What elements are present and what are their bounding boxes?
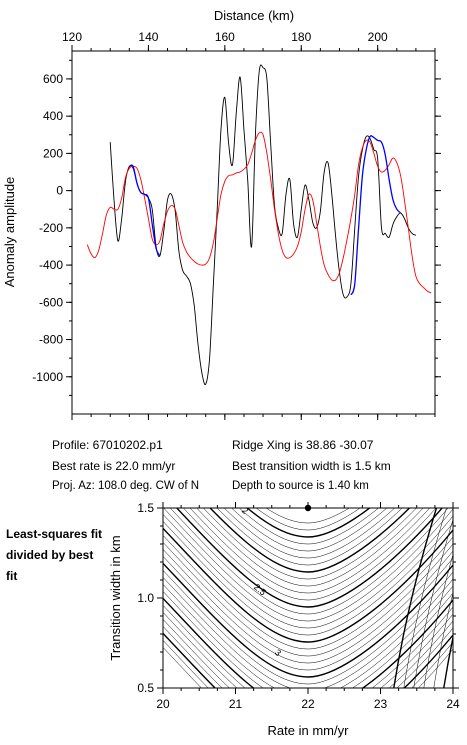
contour-line-minor	[169, 508, 449, 615]
contour-line-minor	[163, 605, 453, 688]
y-tick-label: -600	[39, 295, 63, 309]
contour-line-minor	[163, 640, 453, 688]
depth-to-source-text: Depth to source is 1.40 km	[232, 480, 369, 492]
y-tick-label: 600	[43, 72, 63, 86]
anomaly-ticks: 120 140 160 180 200 600 400 200 0 -200 -400 -600 -80…	[32, 30, 441, 420]
contour-line-minor	[163, 584, 453, 688]
contour-line-major	[246, 508, 371, 538]
misfit-note: Least-squares fit divided by best fit	[6, 527, 103, 583]
best-rate-text: Best rate is 22.0 mm/yr	[52, 459, 176, 473]
y-tick-label: -1000	[32, 370, 63, 384]
width-tick-label: 0.5	[137, 681, 154, 695]
misfit-contour-chart: 20 21 22 23 241.51.00.5 22.53 Rate in mm/yr …	[108, 501, 467, 738]
fitted-segment-line	[129, 164, 161, 257]
contour-line-minor	[223, 508, 396, 559]
contour-line-minor	[403, 508, 447, 688]
anomaly-plot-frame	[71, 50, 436, 415]
y-tick-label: 200	[43, 146, 63, 160]
contour-line-major	[163, 527, 453, 643]
contour-line-minor	[163, 570, 453, 685]
contour-line-minor	[238, 508, 379, 545]
width-tick-label: 1.5	[137, 501, 154, 515]
fitted-segment-line	[350, 135, 402, 296]
y-tick-label: -200	[39, 221, 63, 235]
contour-line-minor	[163, 612, 453, 688]
contour-line-minor	[255, 508, 361, 531]
width-axis-label: Transition width in km	[108, 535, 123, 660]
anomaly-chart: 120 140 160 180 200 600 400 200 0 -200 -400 -600 -80…	[2, 8, 441, 420]
contour-line-minor	[163, 542, 453, 657]
contour-line-minor	[163, 556, 453, 671]
contour-line-minor	[463, 503, 467, 693]
contour-line-minor	[393, 508, 438, 688]
contour-line-minor	[163, 647, 453, 688]
anomaly-series	[86, 64, 432, 386]
contour-line-major	[175, 508, 443, 608]
y-tick-label: 0	[56, 184, 63, 198]
x-tick-label: 140	[138, 30, 158, 44]
contour-line-minor	[196, 508, 424, 587]
contour-line-minor	[189, 508, 430, 594]
contour-line-minor	[163, 508, 453, 622]
contour-line-minor	[163, 591, 453, 688]
contour-line-minor	[216, 508, 403, 566]
width-tick-label: 1.0	[137, 591, 154, 605]
contour-line-minor	[423, 553, 453, 688]
contour-line-major	[209, 508, 411, 573]
contour-line-minor	[163, 549, 453, 664]
y-tick-label: -800	[39, 333, 63, 347]
y-tick-label: 400	[43, 109, 63, 123]
best-transition-text: Best transition width is 1.5 km	[232, 459, 391, 473]
x-tick-label: 160	[215, 30, 235, 44]
contour-value-label: 3	[273, 647, 283, 658]
rate-tick-label: 20	[156, 697, 170, 711]
contour-line-minor	[163, 514, 453, 629]
contour-line-minor	[265, 508, 350, 524]
rate-tick-label: 24	[446, 697, 460, 711]
rate-axis-label: Rate in mm/yr	[268, 723, 350, 738]
rate-tick-label: 22	[301, 697, 315, 711]
contour-line-minor	[183, 508, 437, 601]
contour-line-major	[163, 632, 453, 688]
contour-line-major	[163, 597, 453, 688]
model-anomaly-line	[86, 131, 432, 294]
projection-azimuth-text: Proj. Az: 108.0 deg. CW of N	[52, 480, 200, 492]
contour-line-minor	[231, 508, 388, 552]
rate-tick-label: 23	[374, 697, 388, 711]
contour-line-minor	[202, 508, 417, 580]
contour-line-minor	[163, 619, 453, 688]
distance-axis-label: Distance (km)	[214, 8, 294, 23]
x-tick-label: 120	[62, 30, 82, 44]
x-tick-label: 200	[368, 30, 388, 44]
observed-anomaly-line	[109, 64, 417, 386]
contour-line-minor	[433, 591, 453, 688]
contour-line-minor	[163, 626, 453, 688]
contour-line-minor	[163, 535, 453, 650]
y-tick-label: -400	[39, 258, 63, 272]
contour-plot-frame	[162, 507, 454, 689]
ridge-crossing-text: Ridge Xing is 38.86 -30.07	[232, 438, 374, 452]
profile-text: Profile: 67010202.p1	[52, 438, 163, 452]
contour-line-major	[163, 562, 453, 678]
contour-lines	[163, 503, 467, 693]
rate-tick-label: 21	[229, 697, 243, 711]
contour-line-minor	[163, 521, 453, 636]
contour-ticks: 20 21 22 23 241.51.00.5	[137, 501, 460, 711]
anomaly-axis-label: Anomaly amplitude	[2, 177, 17, 288]
best-fit-marker	[304, 504, 312, 512]
x-tick-label: 180	[291, 30, 311, 44]
contour-line-minor	[443, 633, 453, 688]
contour-value-label: 2	[240, 505, 250, 516]
contour-line-minor	[413, 518, 453, 688]
contour-line-minor	[163, 577, 453, 688]
